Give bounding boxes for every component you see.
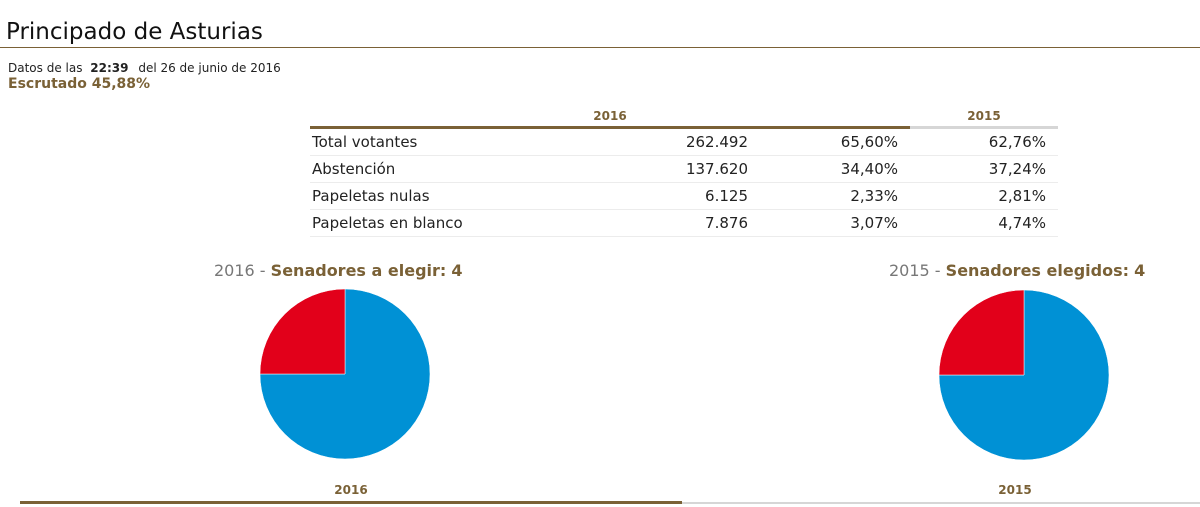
table-row: Total votantes 262.492 65,60% 62,76% bbox=[310, 127, 1058, 156]
row-pct-2015: 4,74% bbox=[910, 209, 1058, 237]
pie-slice bbox=[259, 288, 346, 375]
pie-chart-2016 bbox=[259, 288, 431, 460]
row-pct-2015: 37,24% bbox=[910, 155, 1058, 183]
header-2015: 2015 bbox=[910, 106, 1058, 129]
data-prefix: Datos de las bbox=[8, 61, 83, 75]
tab-2016[interactable]: 2016 bbox=[334, 483, 368, 497]
row-label: Papeletas nulas bbox=[310, 182, 570, 210]
header-2016: 2016 bbox=[310, 106, 910, 129]
table-row: Abstención 137.620 34,40% 37,24% bbox=[310, 155, 1058, 183]
caption-year: 2015 bbox=[889, 261, 930, 280]
caption-2015: 2015 - Senadores elegidos: 4 bbox=[889, 261, 1145, 280]
scrutiny-percentage: Escrutado 45,88% bbox=[8, 76, 151, 92]
row-votes: 6.125 bbox=[570, 182, 760, 210]
caption-count: 4 bbox=[451, 261, 463, 280]
row-label: Papeletas en blanco bbox=[310, 209, 570, 237]
caption-label: Senadores a elegir: bbox=[270, 261, 447, 280]
page-title: Principado de Asturias bbox=[6, 19, 263, 46]
tab-2016-underline bbox=[20, 501, 682, 504]
turnout-table: 2016 2015 Total votantes 262.492 65,60% … bbox=[310, 106, 1058, 237]
caption-year: 2016 bbox=[214, 261, 255, 280]
row-pct-2016: 65,60% bbox=[760, 127, 910, 156]
row-label: Abstención bbox=[310, 155, 570, 183]
pie-chart-2015 bbox=[938, 289, 1110, 461]
caption-sep: - bbox=[929, 261, 946, 280]
row-pct-2015: 62,76% bbox=[910, 127, 1058, 156]
caption-2016: 2016 - Senadores a elegir: 4 bbox=[214, 261, 463, 280]
caption-sep: - bbox=[254, 261, 271, 280]
table-row: Papeletas en blanco 7.876 3,07% 4,74% bbox=[310, 209, 1058, 237]
pie-slice bbox=[938, 289, 1110, 461]
row-pct-2016: 3,07% bbox=[760, 209, 910, 237]
table-header-row: 2016 2015 bbox=[310, 106, 1058, 129]
row-pct-2016: 2,33% bbox=[760, 182, 910, 210]
caption-label: Senadores elegidos: bbox=[945, 261, 1130, 280]
pie-slice bbox=[259, 288, 431, 460]
row-votes: 262.492 bbox=[570, 127, 760, 156]
row-pct-2016: 34,40% bbox=[760, 155, 910, 183]
caption-count: 4 bbox=[1134, 261, 1146, 280]
title-divider bbox=[0, 47, 1200, 48]
row-pct-2015: 2,81% bbox=[910, 182, 1058, 210]
data-date: del 26 de junio de 2016 bbox=[138, 61, 281, 75]
pie-slice bbox=[938, 289, 1025, 376]
row-label: Total votantes bbox=[310, 127, 570, 156]
row-votes: 7.876 bbox=[570, 209, 760, 237]
tab-2015[interactable]: 2015 bbox=[998, 483, 1032, 497]
tab-2015-underline bbox=[682, 502, 1200, 504]
row-votes: 137.620 bbox=[570, 155, 760, 183]
table-row: Papeletas nulas 6.125 2,33% 2,81% bbox=[310, 182, 1058, 210]
data-time: 22:39 bbox=[90, 61, 129, 75]
data-timestamp: Datos de las 22:39 del 26 de junio de 20… bbox=[8, 61, 281, 75]
